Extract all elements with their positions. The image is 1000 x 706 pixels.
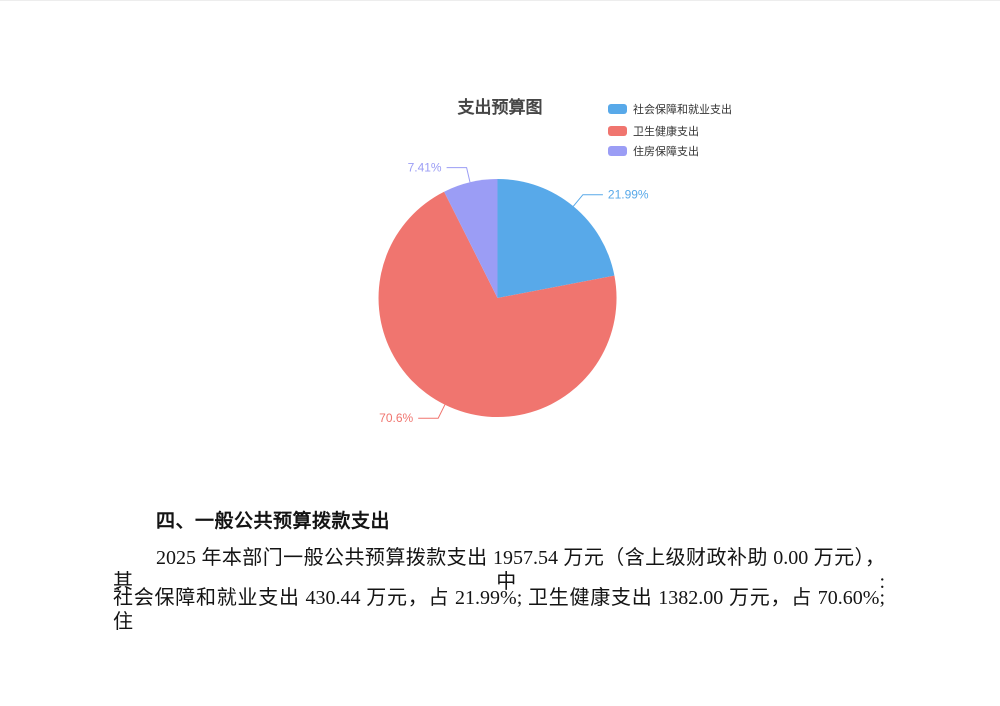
legend-swatch-social-security[interactable] (608, 104, 627, 114)
legend-label-housing: 住房保障支出 (633, 144, 699, 158)
paragraph-line-2: 社会保障和就业支出 430.44 万元，占 21.99%; 卫生健康支出 138… (113, 587, 885, 633)
pie-label-line-1 (572, 194, 603, 207)
pie-label-line-2 (418, 404, 446, 419)
pie-slice-3[interactable] (444, 179, 498, 298)
pie-slices: 21.99% 70.6% 7.41% (378, 161, 649, 425)
chart-legend: 社会保障和就业支出 卫生健康支出 住房保障支出 (608, 102, 732, 158)
legend-label-health: 卫生健康支出 (633, 124, 699, 138)
expenditure-pie-chart: 支出预算图 社会保障和就业支出 卫生健康支出 住房保障支出 21.99% 70.6… (378, 97, 732, 425)
legend-item-health[interactable]: 卫生健康支出 (608, 124, 699, 138)
pie-slice-1[interactable] (497, 178, 615, 298)
legend-item-housing[interactable]: 住房保障支出 (608, 144, 699, 158)
legend-swatch-housing[interactable] (608, 146, 627, 156)
legend-item-social-security[interactable]: 社会保障和就业支出 (608, 102, 732, 116)
pie-percent-label-3: 7.41% (408, 161, 442, 175)
pie-label-line-3 (446, 167, 471, 183)
section-heading: 四、一般公共预算拨款支出 (156, 511, 391, 532)
chart-title: 支出预算图 (458, 97, 543, 117)
pie-percent-label-2: 70.6% (379, 411, 413, 425)
legend-label-social-security: 社会保障和就业支出 (633, 102, 732, 116)
pie-slice-2[interactable] (378, 191, 617, 418)
legend-swatch-health[interactable] (608, 126, 627, 136)
paragraph-line-1: 2025 年本部门一般公共预算拨款支出 1957.54 万元（含上级财政补助 0… (113, 547, 885, 593)
pie-percent-label-1: 21.99% (608, 188, 649, 202)
